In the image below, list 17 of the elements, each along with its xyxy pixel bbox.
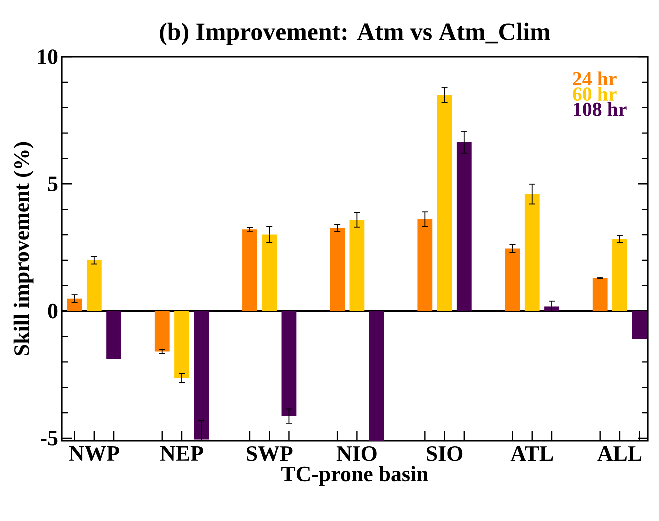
y-tick-label: 0 bbox=[48, 304, 58, 319]
y-tick-label: 10 bbox=[38, 50, 58, 64]
x-tick-label: NIO bbox=[336, 446, 377, 462]
x-tick-label: ATL bbox=[510, 446, 554, 461]
text: 24 hr bbox=[573, 72, 617, 86]
chart-title: (b) Improvement: Atm vs Atm_Clim bbox=[160, 22, 550, 46]
x-tick-label: NWP bbox=[69, 446, 120, 462]
x-tick-label: NEP bbox=[160, 446, 204, 461]
x-tick-label: ALL bbox=[598, 446, 642, 461]
x-tick-label: SWP bbox=[247, 446, 293, 462]
text: 60 hr bbox=[573, 87, 617, 102]
x-tick-label: SIO bbox=[427, 446, 463, 462]
x-axis-title: TC-prone basin bbox=[282, 466, 428, 486]
text: 108 hr bbox=[574, 102, 627, 116]
y-tick-label: -5 bbox=[41, 431, 58, 446]
y-tick-label: 5 bbox=[48, 176, 58, 192]
y-axis-title: Skill improvement (%) bbox=[14, 142, 34, 356]
